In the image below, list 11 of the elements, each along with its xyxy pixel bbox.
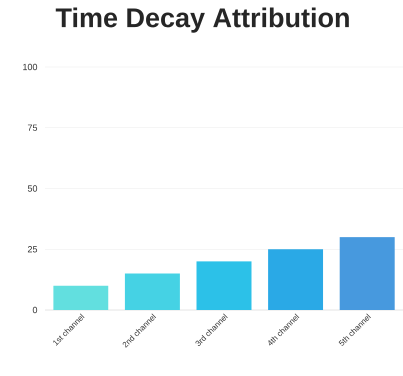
y-tick-label: 50 xyxy=(28,185,38,192)
bar xyxy=(53,286,108,310)
y-tick-label: 25 xyxy=(28,246,38,252)
bar xyxy=(268,249,324,310)
y-tick-label: 100 xyxy=(23,64,38,70)
y-tick-label: 75 xyxy=(28,124,38,131)
bar xyxy=(124,274,180,310)
bar xyxy=(196,261,252,310)
y-tick-label: 0 xyxy=(32,306,38,314)
bar xyxy=(340,237,395,310)
chart-title: Time Decay Attribution xyxy=(56,8,349,33)
